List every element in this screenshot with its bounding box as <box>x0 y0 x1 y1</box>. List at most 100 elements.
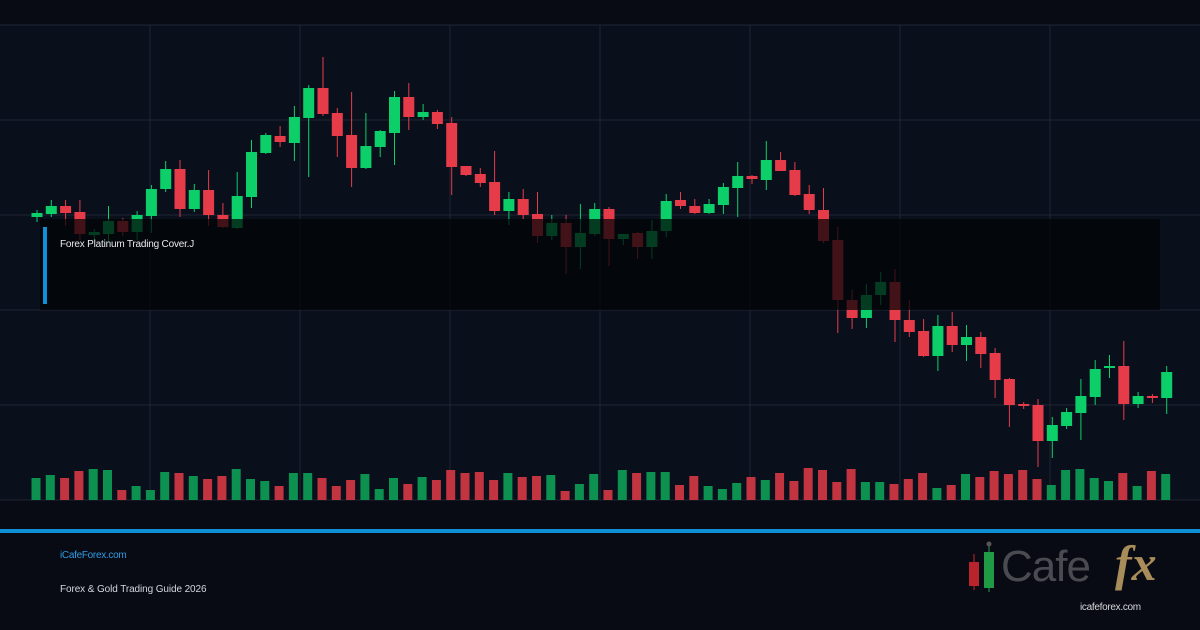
candle-body <box>174 169 186 209</box>
title-overlay-box <box>40 219 1160 310</box>
volume-bar <box>1118 473 1128 500</box>
candle-body <box>760 160 772 180</box>
logo-url: icafeforex.com <box>1080 602 1141 613</box>
candle-body <box>803 194 815 210</box>
volume-bar <box>717 489 727 500</box>
volume-bar <box>961 474 970 500</box>
volume-bar <box>288 473 298 500</box>
volume-bar <box>860 482 870 500</box>
footer-subtitle: Forex & Gold Trading Guide 2026 <box>60 584 207 595</box>
candle-body <box>1161 372 1173 398</box>
volume-bar <box>789 481 799 500</box>
candle-body <box>374 131 386 147</box>
volume-bar <box>460 473 470 500</box>
volume-bar <box>703 486 713 500</box>
volume-bar <box>103 470 112 500</box>
volume-bar <box>1132 486 1142 500</box>
volume-bar <box>732 483 742 500</box>
candle-body <box>1003 379 1015 405</box>
volume-bar <box>803 468 813 500</box>
footer-divider <box>0 529 1200 533</box>
volume-bar <box>217 476 227 500</box>
volume-bar <box>331 486 341 500</box>
volume-bar <box>832 482 842 500</box>
volume-bar <box>74 471 84 500</box>
volume-bar <box>932 488 942 500</box>
candle-body <box>961 337 972 345</box>
candle-body <box>1104 366 1115 368</box>
volume-bar <box>246 479 255 500</box>
volume-bar <box>374 489 384 500</box>
candle-body <box>1146 396 1158 398</box>
overlay-title: Forex Platinum Trading Cover.J <box>60 239 195 250</box>
candle-body <box>288 117 300 143</box>
candle-body <box>60 206 72 213</box>
overlay-accent-bar <box>43 227 47 304</box>
candle-body <box>346 135 358 168</box>
logo-text-fx: fx <box>1115 535 1157 591</box>
candle-body <box>417 112 429 117</box>
candle-body <box>660 201 672 231</box>
candle-body <box>975 337 987 354</box>
candle-body <box>1089 369 1101 397</box>
candle-body <box>389 97 400 133</box>
candle-body <box>717 187 729 205</box>
volume-bar <box>503 473 513 500</box>
volume-bar <box>517 477 527 500</box>
candle-body <box>932 326 944 356</box>
candle-body <box>689 206 701 213</box>
volume-bar <box>617 470 627 500</box>
volume-bar <box>417 477 427 500</box>
candle-body <box>317 88 329 114</box>
candle-body <box>260 135 272 153</box>
volume-bar <box>560 491 570 500</box>
candle-body <box>460 166 472 175</box>
candles-logo-icon <box>969 541 994 592</box>
candle-body <box>446 123 458 167</box>
volume-bar <box>1161 474 1171 500</box>
candle-body <box>517 199 529 215</box>
volume-bar <box>317 478 327 500</box>
volume-bar <box>603 490 613 500</box>
volume-bar <box>303 473 313 500</box>
volume-bar <box>474 472 484 500</box>
volume-bar <box>360 474 370 500</box>
candle-body <box>1132 396 1144 404</box>
volume-bar <box>660 472 670 500</box>
candle-body <box>732 176 744 188</box>
volume-bar <box>532 476 541 500</box>
candle-body <box>360 146 372 168</box>
volume-bar <box>231 469 241 500</box>
volume-bar <box>975 477 985 500</box>
candle-body <box>746 176 758 179</box>
volume-bar <box>746 477 756 500</box>
candle-body <box>474 174 486 183</box>
candle-body <box>188 190 200 209</box>
candle-body <box>675 200 686 206</box>
volume-bar <box>131 486 141 500</box>
volume-bar <box>903 479 913 500</box>
candle-body <box>918 331 930 356</box>
volume-bar <box>1104 481 1113 500</box>
site-link[interactable]: iCafeForex.com <box>60 550 127 561</box>
volume-bar <box>946 485 956 500</box>
volume-bar <box>775 473 785 500</box>
candle-body <box>1018 404 1030 406</box>
volume-bar <box>60 478 70 500</box>
volume-bar <box>989 471 999 500</box>
volume-bar <box>546 475 556 500</box>
volume-bar <box>675 485 684 500</box>
volume-bar <box>88 469 98 500</box>
candle-body <box>1075 396 1087 413</box>
icafefx-logo: Cafe fx icafeforex.com <box>965 535 1195 620</box>
volume-bar <box>818 470 827 500</box>
volume-bar <box>160 472 170 500</box>
volume-bar <box>431 480 441 500</box>
volume-bar <box>31 478 41 500</box>
candle-body <box>775 160 787 171</box>
candle-body <box>160 169 172 189</box>
candle-body <box>789 170 801 195</box>
volume-bar <box>403 484 413 500</box>
volume-bar <box>1061 470 1071 500</box>
volume-bar <box>589 474 599 500</box>
